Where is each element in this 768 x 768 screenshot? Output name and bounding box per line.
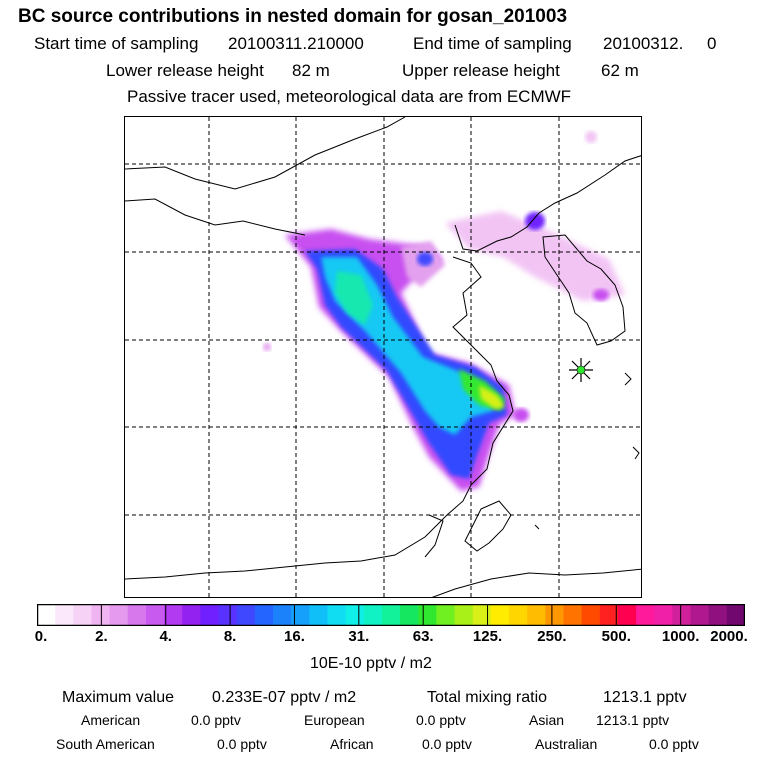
region-value: 0.0 pptv bbox=[191, 712, 241, 728]
colorbar-tick: 2000. bbox=[710, 628, 748, 645]
receptor-star-icon bbox=[569, 358, 593, 382]
colorbar-swatch bbox=[345, 605, 365, 625]
colorbar-tick: 500. bbox=[601, 628, 631, 645]
colorbar-swatch bbox=[254, 605, 274, 625]
plume-yellow bbox=[479, 385, 505, 409]
colorbar-swatch bbox=[309, 605, 329, 625]
region-name: African bbox=[330, 736, 374, 752]
colorbar-swatch bbox=[400, 605, 419, 625]
colorbar-tick: 125. bbox=[472, 628, 503, 645]
colorbar-swatch bbox=[545, 605, 565, 625]
colorbar-swatch bbox=[708, 605, 728, 625]
colorbar-swatch bbox=[563, 605, 583, 625]
colorbar-swatch bbox=[73, 605, 93, 625]
colorbar-swatch bbox=[581, 605, 601, 625]
region-name: South American bbox=[56, 736, 155, 752]
colorbar-swatch bbox=[381, 605, 401, 625]
region-name: European bbox=[304, 712, 365, 728]
colorbar-swatch bbox=[418, 605, 437, 625]
start-time-value: 20100311.210000 bbox=[228, 34, 364, 53]
colorbar-swatch bbox=[363, 605, 383, 625]
colorbar-swatch bbox=[454, 605, 474, 625]
tracer-note: Passive tracer used, meteorological data… bbox=[127, 87, 572, 106]
colorbar-tick: 1000. bbox=[661, 628, 700, 645]
colorbar-swatch bbox=[164, 605, 183, 625]
colorbar-swatch bbox=[617, 605, 637, 625]
region-value: 0.0 pptv bbox=[416, 712, 466, 728]
lower-height-label: Lower release height bbox=[106, 61, 264, 80]
colorbar-tick: 2. bbox=[95, 628, 108, 645]
colorbar-swatch bbox=[273, 605, 292, 625]
colorbar-tick: 250. bbox=[537, 628, 567, 645]
colorbar-swatch bbox=[291, 605, 310, 625]
colorbar-swatch bbox=[472, 605, 492, 625]
region-value: 0.0 pptv bbox=[217, 736, 267, 752]
colorbar-border bbox=[37, 604, 745, 626]
colorbar-swatch bbox=[509, 605, 528, 625]
max-value-label: Maximum value bbox=[62, 689, 175, 706]
colorbar-swatch bbox=[127, 605, 147, 625]
region-value: 0.0 pptv bbox=[649, 736, 699, 752]
colorbar-swatch bbox=[636, 605, 655, 625]
colorbar-swatch bbox=[37, 605, 56, 625]
colorbar-tick: 16. bbox=[284, 628, 305, 645]
plume-spot bbox=[593, 289, 609, 301]
map-panel bbox=[124, 116, 642, 598]
map-plot bbox=[125, 117, 641, 597]
colorbar-swatch bbox=[654, 605, 673, 625]
colorbar-swatch bbox=[726, 605, 745, 625]
colorbar-swatch bbox=[527, 605, 546, 625]
colorbar-swatch bbox=[218, 605, 238, 625]
colorbar-swatch bbox=[145, 605, 165, 625]
colorbar-swatch bbox=[490, 605, 510, 625]
start-time-label: Start time of sampling bbox=[34, 34, 199, 53]
colorbar-tick: 4. bbox=[159, 628, 172, 645]
colorbar-swatch bbox=[236, 605, 256, 625]
end-time-value: 20100312. 0 bbox=[603, 34, 717, 53]
plume-teal bbox=[335, 271, 373, 325]
plume-spot bbox=[263, 343, 271, 351]
max-value: 0.233E-07 pptv / m2 bbox=[212, 689, 357, 706]
colorbar bbox=[37, 604, 745, 626]
plume-spot bbox=[513, 408, 529, 422]
end-time-label: End time of sampling bbox=[413, 34, 572, 53]
colorbar-tick: 63. bbox=[412, 628, 434, 645]
colorbar-tick: 31. bbox=[348, 628, 370, 645]
coastlines bbox=[125, 117, 641, 597]
region-value: 0.0 pptv bbox=[422, 736, 472, 752]
plume-spot bbox=[525, 212, 545, 230]
colorbar-swatch bbox=[200, 605, 220, 625]
plume-spot bbox=[585, 131, 597, 143]
colorbar-units: 10E-10 pptv / m2 bbox=[310, 655, 432, 672]
colorbar-tick: 0. bbox=[34, 628, 48, 645]
upper-height-label: Upper release height bbox=[402, 61, 560, 80]
plume-light-north bbox=[445, 211, 625, 301]
colorbar-swatch bbox=[327, 605, 347, 625]
upper-height-value: 62 m bbox=[601, 61, 639, 80]
lower-height-value: 82 m bbox=[292, 61, 330, 80]
colorbar-swatch bbox=[55, 605, 74, 625]
region-name: Asian bbox=[529, 712, 565, 728]
colorbar-swatch bbox=[599, 605, 619, 625]
graticule bbox=[125, 117, 641, 597]
colorbar-swatch bbox=[672, 605, 692, 625]
plume-layer bbox=[263, 131, 625, 491]
region-name: American bbox=[81, 712, 141, 728]
total-mixing-label: Total mixing ratio bbox=[427, 689, 548, 706]
colorbar-swatch bbox=[109, 605, 129, 625]
colorbar-swatch bbox=[91, 605, 111, 625]
colorbar-tick: 8. bbox=[223, 628, 237, 645]
colorbar-swatch bbox=[182, 605, 201, 625]
region-value: 1213.1 pptv bbox=[596, 712, 670, 728]
colorbar-swatch bbox=[436, 605, 456, 625]
total-mixing-value: 1213.1 pptv bbox=[603, 689, 687, 706]
plume-spot bbox=[417, 252, 433, 266]
colorbar-swatch bbox=[690, 605, 710, 625]
chart-title: BC source contributions in nested domain… bbox=[18, 6, 568, 27]
region-name: Australian bbox=[535, 736, 598, 752]
